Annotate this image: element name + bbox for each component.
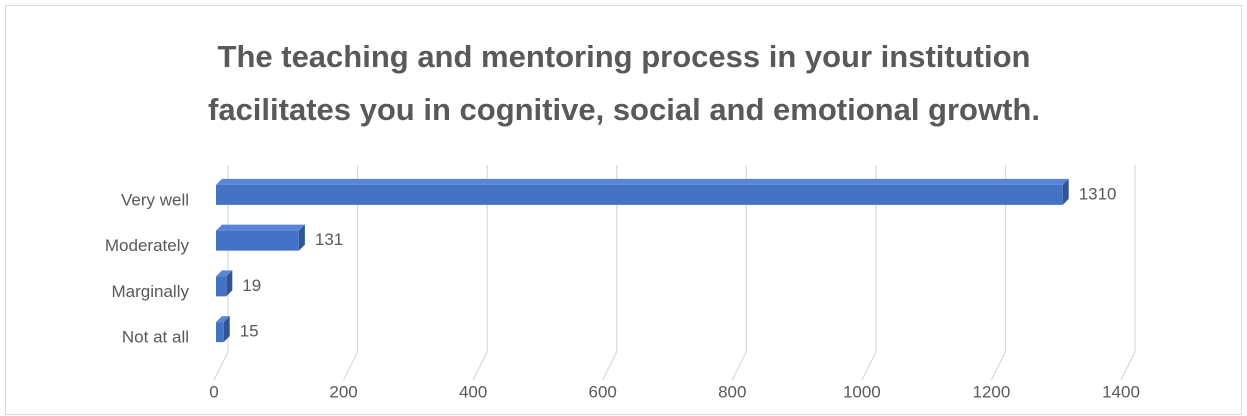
grid-line [990,165,1007,381]
grid-line [602,165,618,381]
bar-front [216,322,224,343]
data-label: 19 [242,276,261,295]
bar-top [216,224,305,231]
x-tick-label: 1400 [1102,382,1140,401]
x-tick-label: 400 [459,382,487,401]
bar [216,224,305,251]
bar-top [216,316,230,323]
chart-title: facilitates you in cognitive, social and… [208,92,1040,127]
y-tick-label: Marginally [112,282,190,301]
y-tick-label: Very well [121,190,189,209]
grid-line [861,165,877,381]
x-tick-label: 1200 [973,382,1011,401]
bar-front [216,230,299,251]
bar-side [298,224,305,251]
y-tick-label: Not at all [122,328,189,347]
bar-side [226,270,233,297]
x-tick-label: 600 [589,382,617,401]
grid-line [472,165,488,381]
bar-side [223,316,230,343]
x-tick-label: 1000 [843,382,881,401]
x-tick-label: 200 [329,382,357,401]
data-label: 131 [315,230,343,249]
y-tick-label: Moderately [105,236,190,255]
grid-line [731,165,747,381]
data-label: 15 [240,322,259,341]
x-tick-label: 0 [209,382,218,401]
bar-side [1062,178,1069,205]
bar-top [216,178,1069,185]
data-label: 1310 [1079,184,1117,203]
bar [216,316,230,343]
x-tick-label: 800 [718,382,746,401]
bar-front [216,184,1063,205]
chart-title: The teaching and mentoring process in yo… [218,39,1031,74]
bar-front [216,276,227,297]
grid-line [343,165,359,381]
bar [216,178,1069,205]
bar-top [216,270,233,277]
chart-border [5,5,1242,415]
grid-line [1120,165,1136,381]
bar [216,270,233,297]
